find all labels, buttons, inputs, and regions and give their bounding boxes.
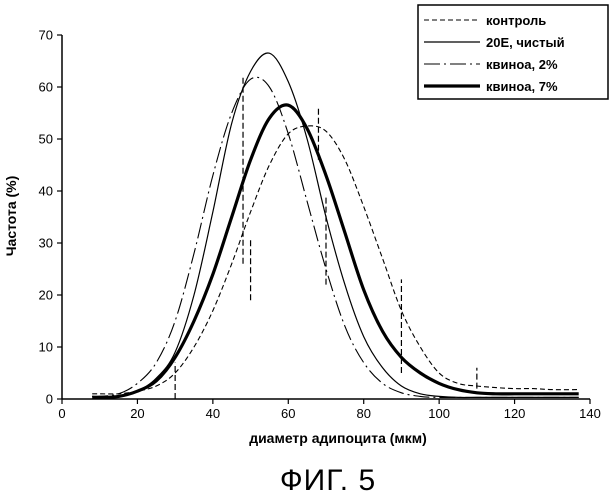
x-tick-label: 100 <box>428 406 450 421</box>
x-tick-label: 140 <box>579 406 601 421</box>
series-line-3 <box>92 76 579 399</box>
series-line-4 <box>92 103 579 400</box>
series-line-2 <box>92 52 579 399</box>
series-lines <box>92 52 579 400</box>
x-tick-label: 40 <box>206 406 220 421</box>
x-tick-label: 120 <box>504 406 526 421</box>
y-tick-label: 60 <box>39 80 53 95</box>
legend: контроль 20E, чистый квиноа, 2% квиноа, 7% <box>417 4 609 100</box>
axes: 0 20 40 60 80 100 120 140 0 10 20 30 40 50 60 70 <box>39 28 601 422</box>
series-line-1 <box>92 125 579 395</box>
y-tick-label: 30 <box>39 236 53 251</box>
legend-label-4: квиноа, 7% <box>486 79 558 94</box>
legend-label-1: контроль <box>486 13 546 28</box>
x-tick-label: 80 <box>356 406 370 421</box>
y-tick-label: 20 <box>39 288 53 303</box>
legend-box <box>417 4 609 100</box>
y-tick-label: 10 <box>39 340 53 355</box>
y-tick-label: 50 <box>39 132 53 147</box>
legend-label-3: квиноа, 2% <box>486 57 558 72</box>
y-axis-title: Частота (%) <box>3 176 19 257</box>
x-tick-label: 0 <box>58 406 65 421</box>
figure-caption: ФИГ. 5 <box>280 464 376 497</box>
x-tick-label: 20 <box>130 406 144 421</box>
y-tick-label: 40 <box>39 184 53 199</box>
y-tick-label: 0 <box>46 392 53 407</box>
x-axis-title: диаметр адипоцита (мкм) <box>249 430 427 446</box>
legend-label-2: 20E, чистый <box>486 35 565 50</box>
y-tick-label: 70 <box>39 28 53 43</box>
x-tick-label: 60 <box>281 406 295 421</box>
error-bars <box>174 76 478 399</box>
